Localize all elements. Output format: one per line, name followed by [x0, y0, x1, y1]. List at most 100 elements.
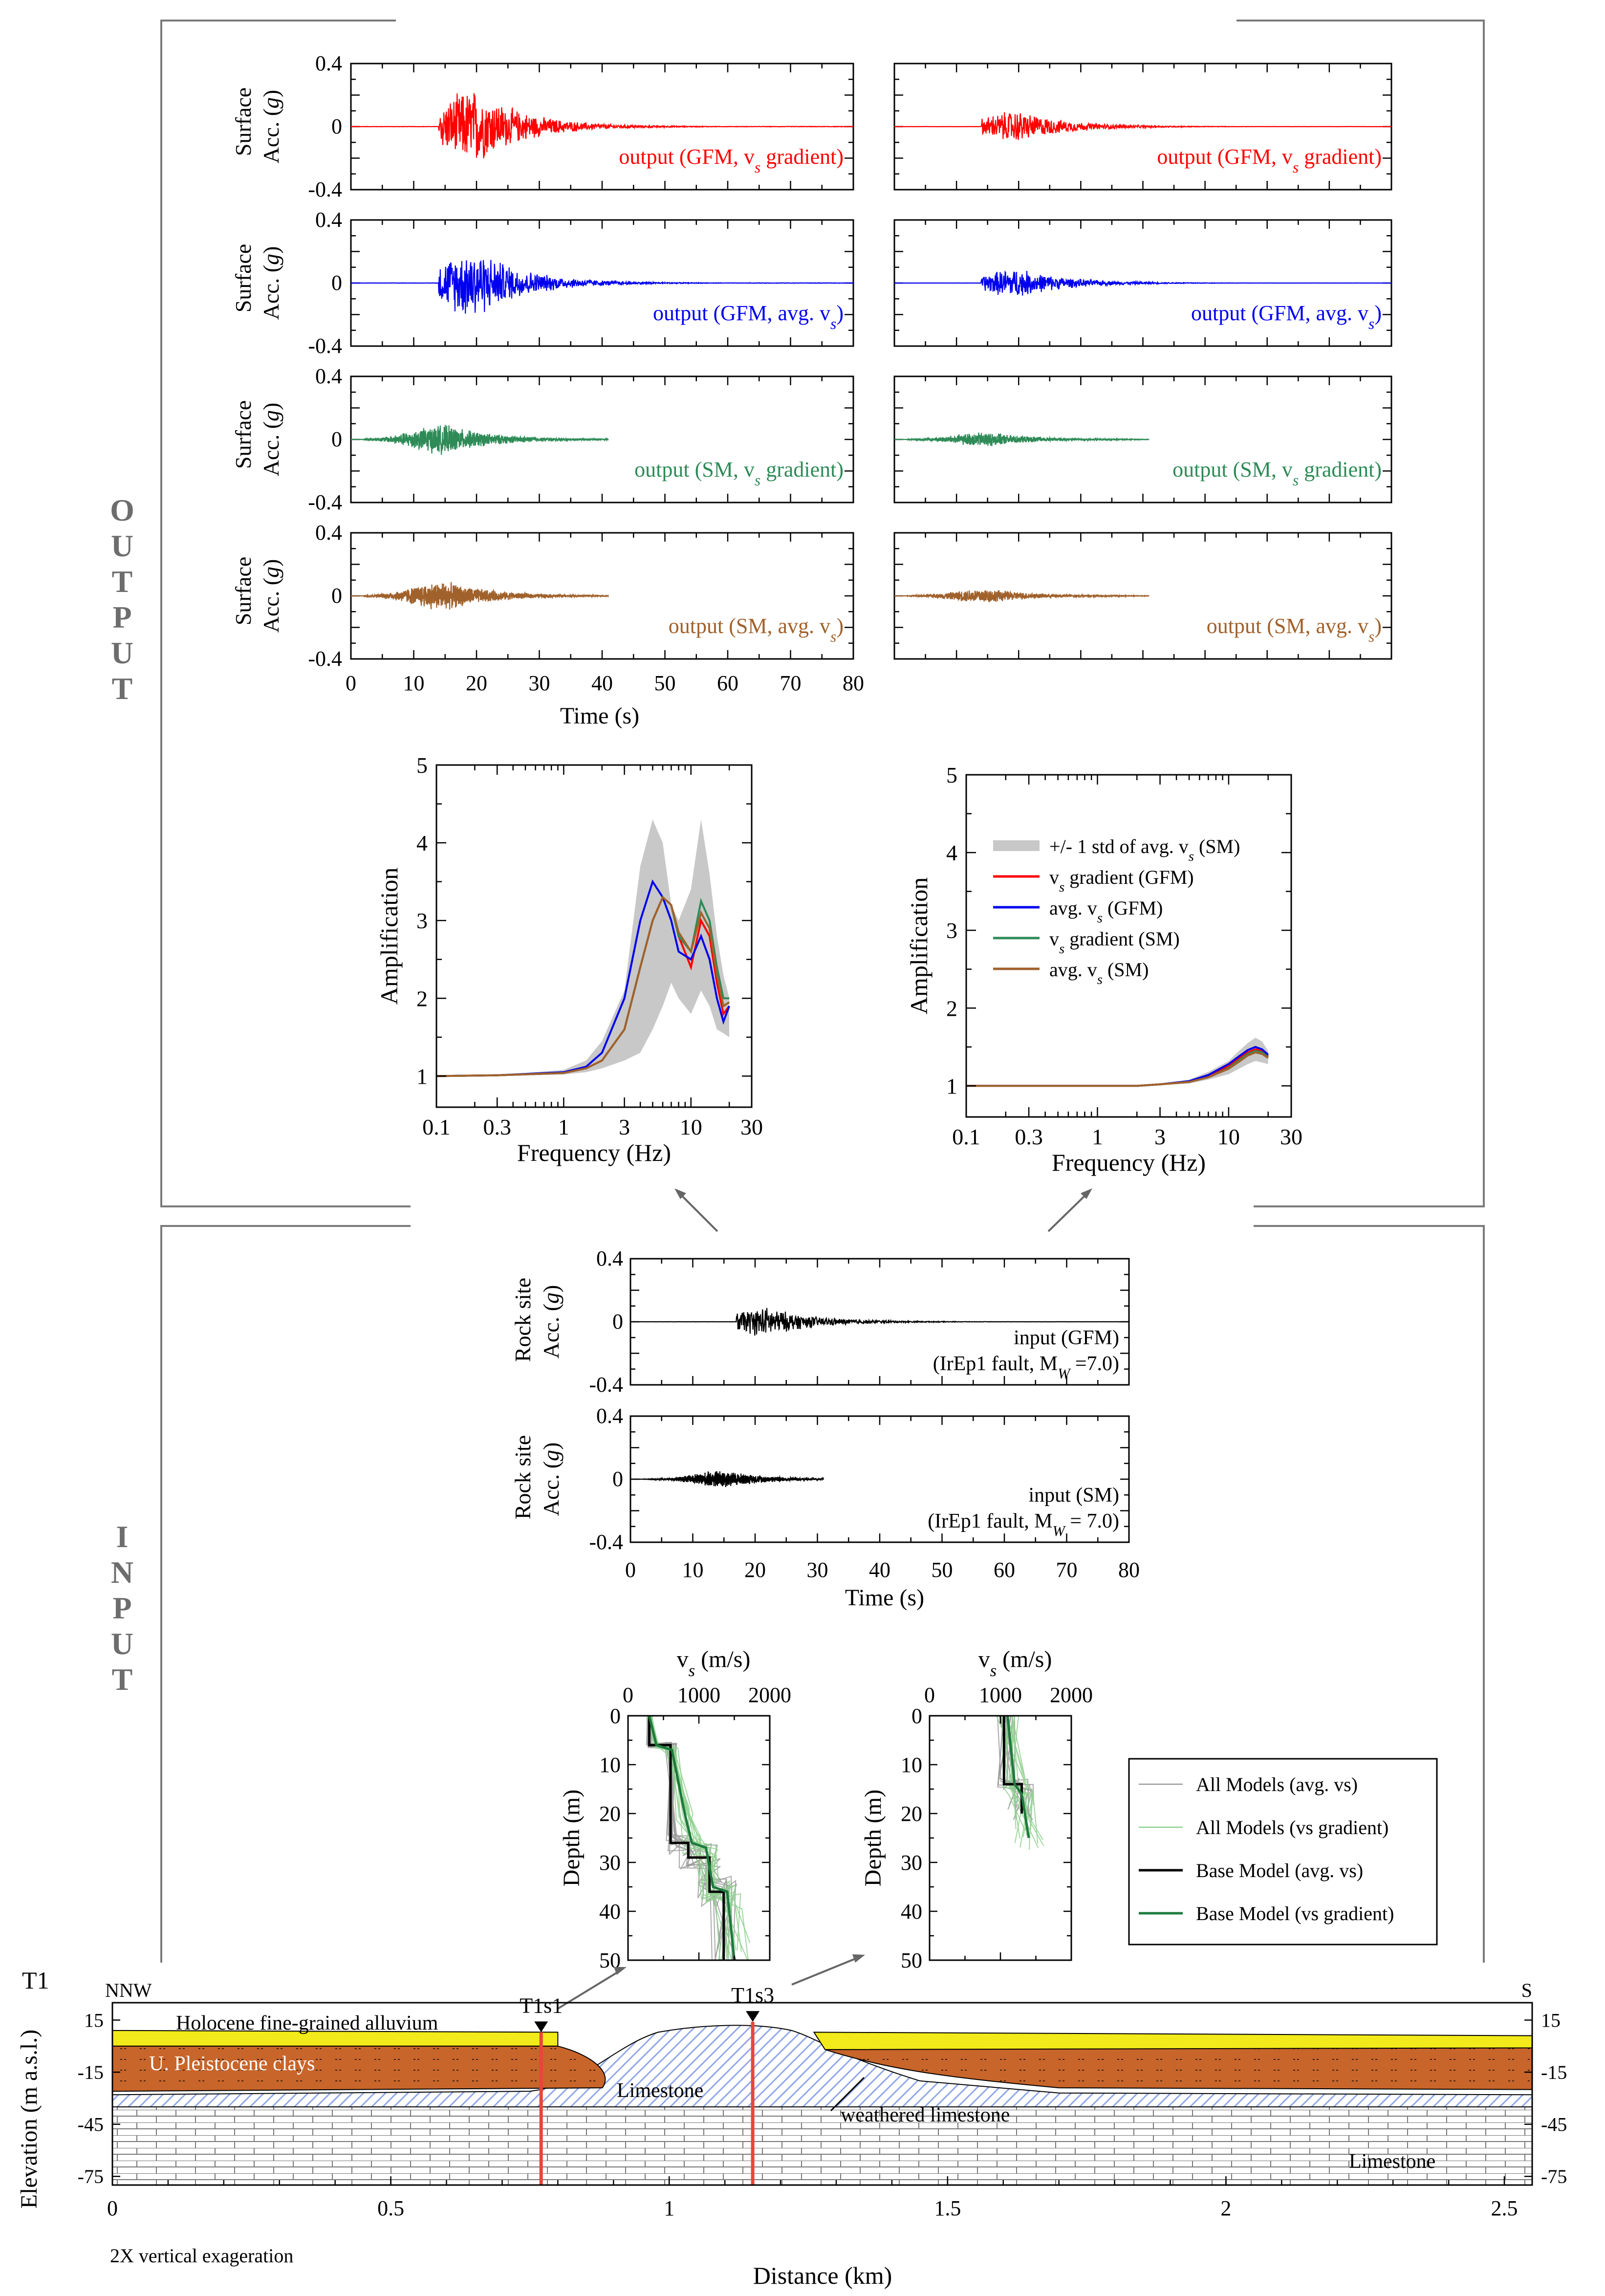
- y-tick-label: 40: [599, 1900, 621, 1924]
- x-tick-label: 1.5: [934, 2196, 961, 2220]
- y-tick-label: 30: [599, 1851, 621, 1875]
- input-letter: I: [116, 1519, 129, 1554]
- y-tick-label: 1: [946, 1073, 957, 1098]
- y-tick-label: 0: [911, 1704, 922, 1728]
- vs-legend: All Models (avg. vs) All Models (vs gradi…: [1128, 1758, 1438, 1946]
- series-legend: output (SM, avg. vs): [669, 614, 844, 645]
- limestone-label: Limestone: [1349, 2150, 1435, 2173]
- model-gradient: [646, 1715, 733, 1961]
- x-tick-label: 40: [869, 1558, 890, 1582]
- model-gradient: [648, 1715, 748, 1961]
- x-tick-label: 1000: [677, 1683, 720, 1707]
- series-legend: output (GFM, vs gradient): [619, 145, 844, 176]
- y-axis-label: Elevation (m a.s.l.): [16, 2030, 42, 2209]
- signal-trace: [630, 1308, 1129, 1336]
- x-tick-label: 1000: [979, 1683, 1022, 1707]
- x-tick-label: 0.1: [422, 1115, 451, 1139]
- y-tick-label: 0.4: [315, 364, 342, 388]
- x-tick-label: 80: [1118, 1558, 1140, 1582]
- y-axis-label: Acc. (g): [259, 90, 283, 164]
- x-tick-label: 0.1: [952, 1124, 980, 1149]
- y-axis-label: Acc. (g): [259, 559, 283, 633]
- y-axis-label: Acc. (g): [539, 1443, 564, 1516]
- section-title: T1: [22, 1967, 49, 1994]
- model-gradient: [1012, 1715, 1030, 1848]
- amplification-plots: 0.1 0.3 1 3 10 30 1 2 3 4 5 Frequency (Hz) Amplifica…: [375, 753, 1302, 1176]
- x-tick-label: 0: [107, 2196, 118, 2220]
- y-tick-label: -15: [78, 2061, 104, 2083]
- x-tick-label: 1: [1092, 1124, 1103, 1149]
- y-tick-label: -75: [78, 2165, 104, 2187]
- y-tick-label: 0.4: [315, 51, 342, 75]
- model-gradient: [647, 1715, 741, 1950]
- y-tick-label: -0.4: [308, 490, 342, 514]
- base-model-gradient: [1006, 1715, 1030, 1838]
- y-tick-label: 5: [416, 753, 428, 778]
- input-legend: (IrEp1 fault, MW = 7.0): [928, 1510, 1119, 1539]
- x-axis-label: Frequency (Hz): [517, 1139, 671, 1166]
- y-tick-label: -45: [78, 2114, 104, 2136]
- input-frame: [160, 1225, 1485, 1963]
- input-time-xlabel: Time (s): [845, 1585, 924, 1611]
- input-letter: N: [111, 1555, 133, 1590]
- input-legend: input (GFM): [1014, 1327, 1119, 1349]
- signal-trace: [894, 270, 1392, 296]
- input-letter: P: [112, 1591, 131, 1625]
- signal-trace: [894, 432, 1150, 446]
- plot-frame: [435, 764, 753, 1108]
- holocene-label: Holocene fine-grained alluvium: [176, 2012, 438, 2034]
- input-output-arrows: [674, 1188, 1092, 1232]
- x-tick-label: 2.5: [1491, 2196, 1518, 2220]
- y-tick-label: 4: [416, 831, 428, 855]
- x-tick-label: 50: [932, 1558, 953, 1582]
- amp-line: [436, 896, 730, 1077]
- plot-frame: [965, 774, 1292, 1118]
- x-axis-label: Frequency (Hz): [1052, 1149, 1206, 1176]
- output-letter: T: [112, 564, 133, 599]
- x-tick-label: 3: [1154, 1124, 1166, 1149]
- y-axis-label: Surface: [231, 87, 256, 156]
- pleistocene-clays: [112, 2045, 1533, 2092]
- y-tick-label: 15: [84, 2010, 104, 2032]
- signal-trace: [350, 582, 609, 610]
- y-tick-label: 1: [416, 1064, 428, 1089]
- std-band: [966, 1037, 1268, 1086]
- signal-trace: [894, 112, 1392, 140]
- x-tick-label: 2000: [748, 1683, 791, 1707]
- y-tick-label: 20: [901, 1802, 922, 1826]
- y-tick-label: 0.4: [315, 208, 342, 232]
- model-avg: [651, 1715, 716, 1961]
- y-tick-label: 0: [331, 271, 342, 295]
- output-letter: U: [111, 528, 133, 563]
- signal-trace: [894, 590, 1150, 602]
- y-axis-label: Depth (m): [860, 1790, 886, 1887]
- amp-line: [966, 1046, 1269, 1087]
- y-tick-label: -15: [1541, 2061, 1567, 2083]
- x-tick-label: 40: [591, 671, 613, 695]
- y-tick-label: 2: [416, 986, 428, 1011]
- y-tick-label: 0.4: [315, 521, 342, 545]
- x-tick-label: 2000: [1050, 1683, 1093, 1707]
- signal-trace: [350, 425, 609, 455]
- x-tick-label: 1: [558, 1115, 569, 1139]
- x-tick-label: 30: [740, 1115, 763, 1139]
- y-axis-label: Acc. (g): [539, 1285, 564, 1359]
- y-axis-label: Surface: [231, 557, 256, 625]
- y-axis-label: Rock site: [510, 1435, 535, 1519]
- model-gradient: [1011, 1715, 1043, 1840]
- y-axis-label: Surface: [231, 400, 256, 469]
- y-tick-label: 3: [416, 908, 428, 933]
- signal-trace: [350, 260, 854, 314]
- output-letter: U: [111, 635, 133, 670]
- limestone-label: Limestone: [617, 2079, 703, 2102]
- input-letter: U: [111, 1626, 133, 1661]
- y-tick-label: -45: [1541, 2114, 1567, 2136]
- y-tick-label: 0: [331, 114, 342, 138]
- x-tick-label: 0.5: [377, 2196, 404, 2220]
- x-tick-label: 3: [619, 1115, 630, 1139]
- signal-trace: [351, 93, 854, 158]
- x-tick-label: 10: [680, 1115, 702, 1139]
- y-tick-label: -0.4: [589, 1530, 623, 1554]
